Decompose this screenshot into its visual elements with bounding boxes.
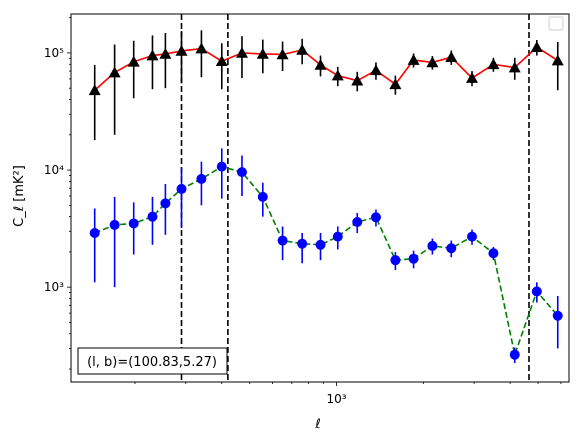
axes: [70, 13, 570, 383]
data-point-triangle: [389, 78, 402, 90]
data-point-triangle: [235, 46, 248, 58]
axes-frame: [70, 13, 570, 383]
annotation-text: (l, b)=(100.83,5.27): [87, 355, 217, 370]
data-point-triangle: [331, 69, 344, 81]
data-point-circle: [467, 231, 478, 242]
data-point-triangle: [466, 72, 479, 83]
data-point-triangle: [426, 56, 439, 68]
data-point-circle: [552, 310, 563, 321]
data-point-triangle: [369, 64, 382, 76]
data-point-circle: [446, 243, 457, 254]
data-point-triangle: [530, 41, 543, 52]
series-0: [88, 30, 564, 141]
data-point-circle: [109, 219, 120, 230]
y-axis-label: C_ℓ [mK²]: [12, 165, 27, 227]
series-layer: [88, 30, 564, 364]
data-point-circle: [352, 217, 363, 228]
x-tick-label: 10³: [326, 392, 346, 406]
data-point-circle: [160, 198, 171, 209]
data-point-circle: [488, 248, 499, 259]
data-point-triangle: [108, 66, 121, 78]
data-point-triangle: [276, 48, 289, 60]
data-point-triangle: [175, 44, 188, 56]
data-point-circle: [128, 218, 139, 229]
data-point-circle: [297, 238, 308, 249]
legend: [548, 16, 564, 31]
data-point-triangle: [445, 51, 458, 62]
data-point-circle: [427, 240, 438, 251]
ticks: 10³ 10⁴ 10⁵ 10³: [44, 17, 562, 406]
data-point-circle: [277, 235, 288, 246]
data-point-triangle: [88, 84, 101, 96]
data-point-triangle: [127, 55, 140, 67]
data-point-circle: [332, 231, 343, 242]
data-point-triangle: [195, 42, 208, 54]
data-point-circle: [236, 167, 247, 178]
y-tick-label: 10⁵: [44, 46, 64, 60]
data-point-circle: [408, 253, 419, 264]
data-point-triangle: [296, 43, 309, 55]
data-point-circle: [147, 211, 158, 222]
data-point-circle: [216, 161, 227, 172]
y-tick-label: 10³: [44, 280, 64, 294]
annotation-box: (l, b)=(100.83,5.27): [77, 347, 228, 375]
data-point-triangle: [508, 61, 521, 73]
data-point-triangle: [351, 74, 364, 86]
data-point-circle: [370, 212, 381, 223]
data-point-circle: [531, 286, 542, 297]
data-point-triangle: [159, 47, 172, 59]
data-point-circle: [196, 173, 207, 184]
data-point-triangle: [215, 55, 228, 67]
data-point-triangle: [314, 58, 327, 70]
series-1: [89, 148, 563, 364]
data-point-triangle: [407, 54, 420, 65]
data-point-circle: [390, 255, 401, 266]
data-point-triangle: [256, 47, 269, 59]
data-point-circle: [176, 183, 187, 194]
data-point-circle: [509, 349, 520, 360]
x-axis-label: ℓ: [314, 417, 320, 432]
data-point-triangle: [551, 54, 564, 66]
data-point-circle: [257, 191, 268, 202]
data-point-circle: [315, 239, 326, 250]
data-point-triangle: [487, 58, 500, 70]
data-point-triangle: [146, 49, 159, 61]
data-point-circle: [89, 228, 100, 239]
y-tick-label: 10⁴: [44, 163, 64, 177]
